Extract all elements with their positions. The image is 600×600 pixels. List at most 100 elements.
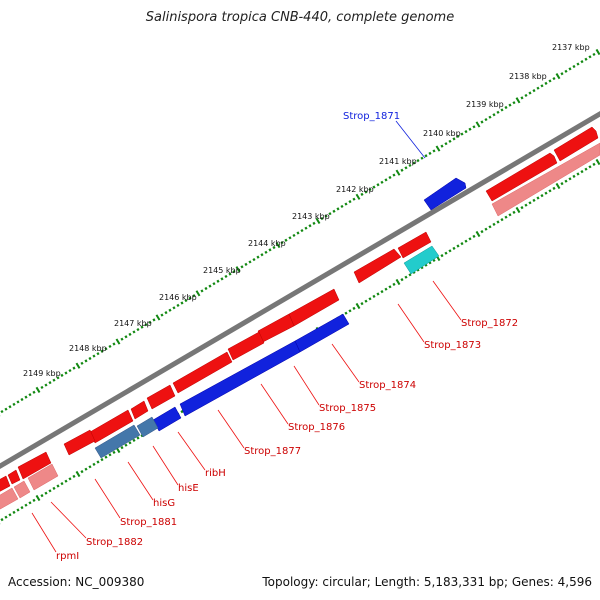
minor-tick [548, 189, 552, 193]
minor-tick [212, 282, 216, 286]
minor-tick [20, 506, 24, 510]
cds-arrow [7, 469, 21, 485]
ruler-label: 2146 kbp [159, 293, 197, 302]
minor-tick [180, 410, 184, 414]
ruler-label: 2145 kbp [203, 266, 241, 275]
minor-tick [368, 297, 372, 301]
ruler-label: 2147 kbp [114, 319, 152, 328]
minor-tick [100, 349, 104, 353]
minor-tick [232, 270, 236, 274]
major-tick [355, 193, 361, 200]
minor-tick [520, 206, 524, 210]
minor-tick [392, 282, 396, 286]
minor-tick [568, 177, 572, 181]
cds-arrow [257, 313, 295, 343]
minor-tick [140, 325, 144, 329]
minor-tick [400, 168, 404, 172]
minor-tick [364, 299, 368, 303]
major-tick [475, 121, 481, 128]
ruler-label: 2143 kbp [292, 212, 330, 221]
minor-tick [100, 458, 104, 462]
minor-tick [188, 296, 192, 300]
light-feature-track [0, 142, 600, 510]
minor-tick [252, 257, 256, 262]
minor-tick [480, 230, 484, 234]
minor-tick [552, 186, 556, 190]
minor-tick [512, 210, 516, 214]
minor-tick [168, 308, 172, 312]
gene-label: Strop_1874 [359, 380, 416, 391]
minor-tick [280, 241, 284, 245]
major-tick [235, 266, 241, 273]
minor-tick [492, 222, 496, 226]
cds-arrow [485, 152, 558, 202]
major-tick [315, 217, 321, 225]
minor-tick [340, 204, 344, 209]
minor-tick [532, 198, 536, 202]
minor-tick [28, 501, 32, 505]
major-tick [595, 48, 600, 56]
minor-tick [44, 491, 48, 495]
minor-tick [48, 489, 52, 493]
minor-tick [60, 373, 64, 377]
minor-tick [164, 311, 168, 315]
minor-tick [376, 292, 380, 296]
ruler-label: 2140 kbp [423, 129, 461, 138]
gene-label: Strop_1871 [343, 111, 400, 122]
major-tick [35, 494, 41, 502]
major-tick [435, 145, 441, 152]
minor-tick [508, 213, 512, 217]
leader-line [395, 120, 426, 159]
minor-tick [132, 330, 136, 334]
major-tick [195, 290, 201, 297]
gene-label: hisG [153, 498, 175, 509]
minor-tick [272, 245, 276, 250]
minor-tick [540, 84, 544, 88]
minor-tick [380, 290, 384, 294]
outer-tick-track [0, 48, 600, 417]
minor-tick [460, 242, 464, 246]
minor-tick [332, 209, 336, 213]
gene-label: Strop_1875 [319, 403, 376, 414]
minor-tick [500, 218, 504, 222]
minor-tick [88, 465, 92, 469]
minor-tick [448, 139, 452, 143]
minor-tick [0, 518, 4, 522]
feature-block [27, 463, 59, 491]
minor-tick [564, 69, 568, 73]
minor-tick [548, 79, 552, 83]
minor-tick [344, 202, 348, 206]
minor-tick [152, 318, 156, 322]
gene-label: Strop_1882 [86, 537, 143, 548]
minor-tick [348, 309, 352, 313]
cds-arrow [136, 416, 159, 438]
cds-arrow [0, 475, 11, 492]
ruler-label: 2138 kbp [509, 72, 547, 81]
minor-tick [288, 236, 292, 240]
minor-tick [500, 108, 504, 112]
minor-tick [416, 159, 420, 163]
gene-label: Strop_1872 [461, 318, 518, 329]
minor-tick [592, 162, 596, 166]
minor-tick [460, 132, 464, 136]
minor-tick [456, 244, 460, 248]
minor-tick [12, 402, 16, 406]
minor-tick [408, 273, 412, 277]
minor-tick [28, 393, 32, 397]
forward-cds-track [0, 126, 599, 492]
minor-tick [44, 383, 48, 387]
minor-tick [268, 248, 272, 252]
minor-tick [588, 55, 592, 59]
minor-tick [80, 470, 84, 474]
minor-tick [456, 134, 460, 139]
ruler-label: 2141 kbp [379, 157, 417, 166]
minor-tick [68, 477, 72, 481]
ruler-label: 2139 kbp [466, 100, 504, 109]
minor-tick [372, 294, 376, 298]
minor-tick [92, 354, 96, 358]
minor-tick [552, 76, 556, 81]
major-tick [555, 182, 561, 190]
minor-tick [384, 178, 388, 182]
minor-tick [524, 203, 528, 207]
minor-tick [128, 441, 132, 445]
